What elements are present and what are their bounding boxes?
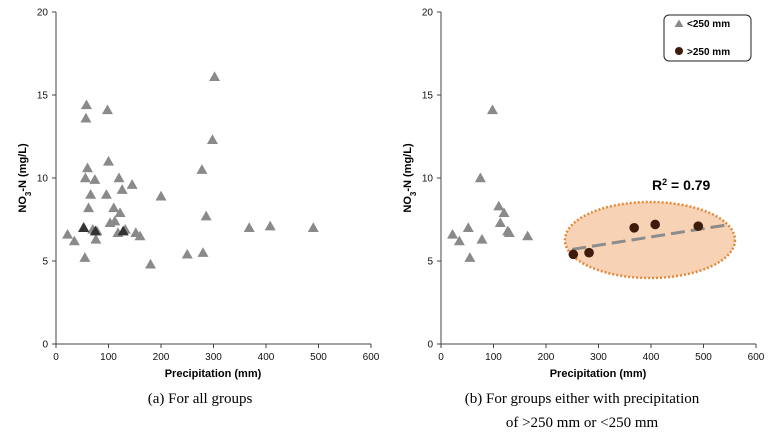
data-point-b-s0: [464, 252, 476, 262]
data-point-a-s0: [80, 99, 92, 110]
y-tick-label: 20: [37, 8, 49, 19]
x-tick-label: 300: [590, 352, 607, 363]
x-tick-label: 500: [695, 352, 712, 363]
data-point-b-s1: [568, 249, 579, 260]
x-tick-label: 100: [485, 352, 502, 363]
panel-a-ticks: 0 100 200 300 400 500 600 0 5 10 15 20: [37, 8, 380, 364]
panel-b-x-axis-title: Precipitation (mm): [550, 368, 647, 380]
x-tick-label: 300: [205, 352, 222, 363]
data-point-a-s1: [117, 225, 129, 236]
data-point-a-s0: [181, 248, 193, 259]
data-point-a-s0: [68, 235, 80, 246]
panel-b-highlight-ellipse: [563, 200, 737, 280]
x-tick-label: 500: [310, 352, 327, 363]
data-point-a-s0: [264, 220, 276, 231]
chart-panel-b: 0 100 200 300 400 500 600 0 5 10 15 20 R2 = 0.79 <2…: [402, 8, 765, 432]
x-tick-label: 600: [748, 352, 765, 363]
data-point-a-s0: [109, 215, 121, 226]
data-point-a-s0: [243, 222, 255, 232]
data-point-b-s1: [693, 221, 704, 231]
data-point-a-s0: [103, 155, 114, 166]
data-point-a-s0: [196, 164, 208, 174]
data-point-a-s0: [134, 230, 146, 241]
x-tick-label: 400: [258, 352, 275, 363]
data-point-a-s0: [82, 162, 93, 173]
panel-b-ticks: 0 100 200 300 400 500 600 0 5 10 15 20: [422, 8, 765, 364]
y-tick-label: 5: [427, 257, 433, 268]
data-point-a-s0: [209, 71, 221, 81]
x-tick-label: 200: [153, 352, 170, 363]
data-point-a-s0: [307, 222, 319, 232]
data-point-a-s0: [200, 210, 212, 221]
y-tick-label: 10: [37, 174, 49, 185]
data-point-a-s0: [126, 179, 138, 189]
data-point-a-s0: [100, 189, 112, 199]
data-point-a-s0: [116, 184, 128, 194]
data-point-a-s0: [145, 258, 156, 269]
y-tick-label: 5: [42, 257, 48, 268]
y-tick-label: 0: [42, 340, 48, 351]
data-point-a-s0: [80, 112, 92, 123]
y-tick-label: 0: [427, 340, 433, 351]
panel-b-r-squared: R2 = 0.79: [652, 177, 711, 193]
data-point-a-s0: [62, 228, 74, 239]
data-point-a-s0: [90, 233, 102, 244]
data-point-b-s0: [476, 233, 488, 244]
x-tick-label: 600: [363, 352, 380, 363]
panel-b-trendline: [572, 222, 730, 251]
x-tick-label: 200: [538, 352, 555, 363]
data-point-b-s0: [462, 222, 474, 232]
y-tick-label: 10: [422, 174, 434, 185]
panel-a-caption: (a) For all groups: [148, 391, 253, 407]
panel-b-caption-line-1: (b) For groups either with precipitation: [465, 391, 700, 407]
x-tick-label: 100: [100, 352, 117, 363]
legend-label-gt-250: >250 mm: [687, 47, 730, 58]
data-point-a-s0: [85, 189, 97, 199]
data-point-a-s0: [108, 202, 120, 213]
data-point-a-s0: [101, 104, 113, 115]
legend-label-lt-250: <250 mm: [687, 19, 730, 30]
data-point-a-s0: [89, 174, 101, 184]
data-point-a-s0: [114, 207, 126, 218]
panel-a-y-axis-title: NO3-N (mg/L): [17, 143, 33, 213]
data-point-b-s1: [629, 223, 639, 233]
data-point-a-s0: [206, 134, 218, 145]
data-point-b-s0: [447, 228, 459, 239]
data-point-b-s0: [503, 227, 515, 237]
y-tick-label: 20: [422, 8, 434, 19]
y-tick-label: 15: [37, 91, 49, 102]
panel-b-points: [447, 104, 704, 262]
data-point-a-s0: [197, 247, 209, 257]
panel-a-points: [62, 71, 319, 269]
x-tick-label: 0: [438, 352, 444, 363]
data-point-a-s0: [79, 252, 91, 262]
legend-marker-gt-250: [675, 47, 683, 55]
panel-b-legend-box: [663, 14, 752, 62]
data-point-a-s0: [83, 202, 95, 213]
data-point-a-s1: [78, 222, 90, 232]
x-tick-label: 0: [53, 352, 59, 363]
panel-a-x-axis-title: Precipitation (mm): [165, 368, 262, 380]
data-point-b-s0: [453, 235, 465, 246]
panel-b-caption-line-2: of >250 mm or <250 mm: [506, 415, 659, 431]
chart-panel-a: 0 100 200 300 400 500 600 0 5 10 15 20 Precipitatio…: [17, 8, 380, 408]
data-point-a-s0: [79, 172, 91, 183]
x-tick-label: 400: [643, 352, 660, 363]
y-tick-label: 15: [422, 91, 434, 102]
legend-marker-lt-250: [674, 19, 684, 27]
data-point-a-s0: [113, 172, 125, 183]
panel-b-legend: <250 mm >250 mm: [663, 14, 752, 62]
data-point-b-s1: [650, 219, 660, 230]
panel-b-y-axis-title: NO3-N (mg/L): [402, 143, 418, 213]
data-point-a-s1: [89, 225, 101, 236]
data-point-b-s0: [493, 200, 505, 211]
data-point-b-s0: [494, 217, 506, 228]
data-point-b-s0: [498, 207, 510, 218]
data-point-b-s1: [584, 247, 594, 258]
data-point-b-s0: [474, 172, 486, 183]
data-point-b-s0: [522, 230, 534, 241]
data-point-b-s0: [486, 104, 498, 115]
data-point-a-s0: [155, 190, 167, 201]
